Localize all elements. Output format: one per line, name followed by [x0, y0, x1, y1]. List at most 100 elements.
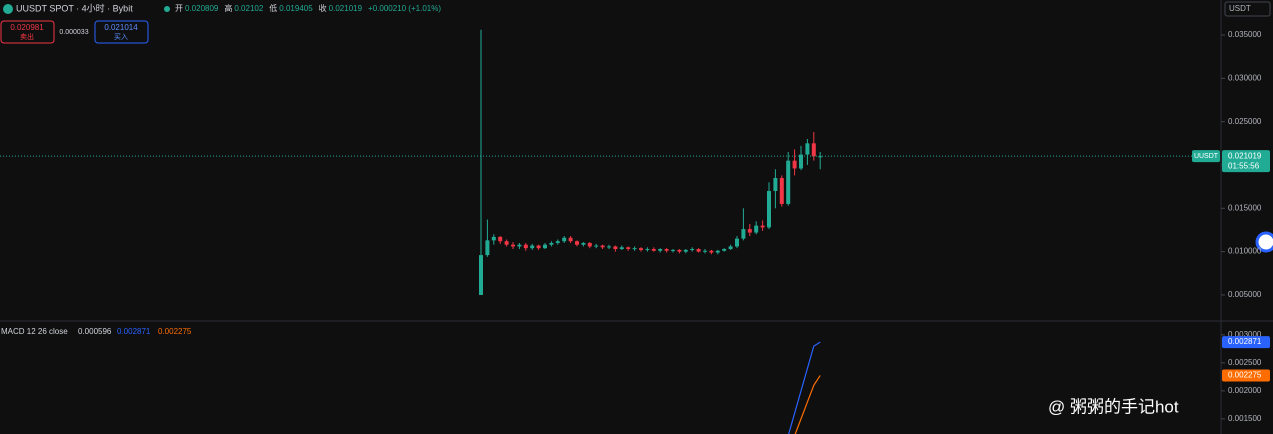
buy-price: 0.021014 [104, 23, 138, 32]
candle-body [651, 249, 656, 251]
candle-body [722, 249, 727, 251]
status-dot [164, 6, 170, 12]
candle-body [811, 143, 816, 157]
candle-body [530, 245, 535, 249]
macd-title: MACD 12 26 close [1, 327, 68, 336]
ohlc-label: 收 [319, 3, 327, 13]
candle-body [632, 248, 637, 250]
candle-body [498, 236, 503, 242]
y-tick-label: 0.015000 [1228, 203, 1262, 212]
candle-body [555, 241, 560, 243]
lines [788, 341, 821, 434]
candle-body [741, 229, 746, 239]
candle-body [799, 154, 803, 169]
sell-label: 卖出 [20, 32, 34, 41]
candle-body [792, 160, 797, 169]
y-tick-label: 0.010000 [1228, 247, 1262, 256]
currency: USDT [1229, 4, 1251, 13]
candle-body [568, 237, 573, 242]
candle-body [696, 249, 701, 252]
candle-body [779, 177, 784, 204]
ohlc-label: 高 [224, 3, 232, 13]
watermark: @ 粥粥的手记hot [1048, 397, 1179, 416]
candle-body [715, 250, 720, 253]
ohlc-legend: 开 0.020809 高 0.02102 低 0.019405 收 0.021019 +0.00… [175, 3, 441, 13]
currency-select[interactable] [1224, 1, 1271, 17]
candle-body [517, 244, 522, 247]
value-tag [1222, 336, 1270, 349]
y-tick-label: 0.025000 [1228, 117, 1262, 126]
symbol-title: UUSDT SPOT · 4小时 · Bybit [16, 2, 133, 13]
candle-body [626, 247, 631, 250]
candle-body [639, 248, 643, 250]
spread: 0.000033 [59, 29, 88, 36]
macd-histogram: 0.000596 [78, 327, 112, 336]
symbol-label: UUSDT [1194, 153, 1219, 160]
sell-price: 0.020981 [10, 23, 44, 32]
side-button[interactable] [1255, 231, 1273, 253]
ohlc-change: +0.000210 (+1.01%) [368, 4, 441, 13]
candle-body [511, 244, 515, 247]
ohlc-value: 0.020809 [185, 4, 219, 13]
candle-body [767, 190, 771, 228]
candle-body [523, 244, 528, 249]
candle-body [504, 241, 509, 245]
candle-body [690, 249, 695, 251]
candle-body [786, 160, 791, 204]
candle-body [562, 237, 567, 242]
candle-body [709, 250, 714, 253]
price-tag [1222, 150, 1270, 173]
y-tick-label: 0.035000 [1228, 30, 1262, 39]
candle-body [735, 238, 739, 247]
candle-body [536, 245, 541, 249]
candle-body [479, 255, 483, 295]
value-tag-label: 0.002871 [1228, 337, 1262, 346]
candle-body [485, 240, 490, 256]
buy-button[interactable] [94, 20, 149, 44]
candle-body [658, 249, 663, 251]
macd-value: 0.002871 [117, 327, 151, 336]
candle-body [549, 242, 554, 245]
y-tick-label: 0.002000 [1228, 386, 1262, 395]
candle-body [587, 242, 592, 247]
candle-body [575, 241, 579, 245]
candle-body [728, 246, 733, 250]
candle-body [683, 249, 688, 252]
candle-body [671, 249, 675, 251]
buy-label: 买入 [114, 33, 128, 41]
candle-body [607, 246, 611, 248]
candle-body [703, 250, 707, 252]
candle-body [664, 249, 669, 251]
candle-body [760, 225, 765, 228]
value-tag [1222, 369, 1270, 382]
value-tag-label: 0.002275 [1228, 371, 1262, 380]
ohlc-label: 低 [269, 3, 277, 13]
y-tick-label: 0.005000 [1228, 290, 1262, 299]
logo [3, 4, 13, 14]
candle-body [773, 177, 778, 191]
candle-body [747, 229, 752, 233]
y-tick-label: 0.001500 [1228, 414, 1262, 423]
signal-value: 0.002275 [158, 327, 192, 336]
candle-body [645, 249, 650, 251]
candle-body [818, 156, 823, 158]
sell-button[interactable] [0, 20, 55, 44]
candle-body [619, 247, 624, 250]
symbol-tag [1192, 150, 1220, 163]
candle-body [754, 225, 759, 233]
candle-body [600, 245, 605, 248]
ohlc-value: 0.021019 [329, 4, 363, 13]
ohlc-value: 0.02102 [234, 4, 263, 13]
candle-body [613, 246, 618, 250]
candle-body [581, 242, 586, 245]
macd-line [794, 375, 821, 434]
ohlc-label: 开 [175, 4, 183, 13]
macd-line [788, 341, 821, 434]
candle-body [491, 236, 496, 241]
y-tick-label: 0.003000 [1228, 330, 1262, 339]
ohlc-value: 0.019405 [279, 4, 313, 13]
price-label: 0.021019 [1228, 151, 1262, 160]
candle-body [543, 244, 547, 249]
